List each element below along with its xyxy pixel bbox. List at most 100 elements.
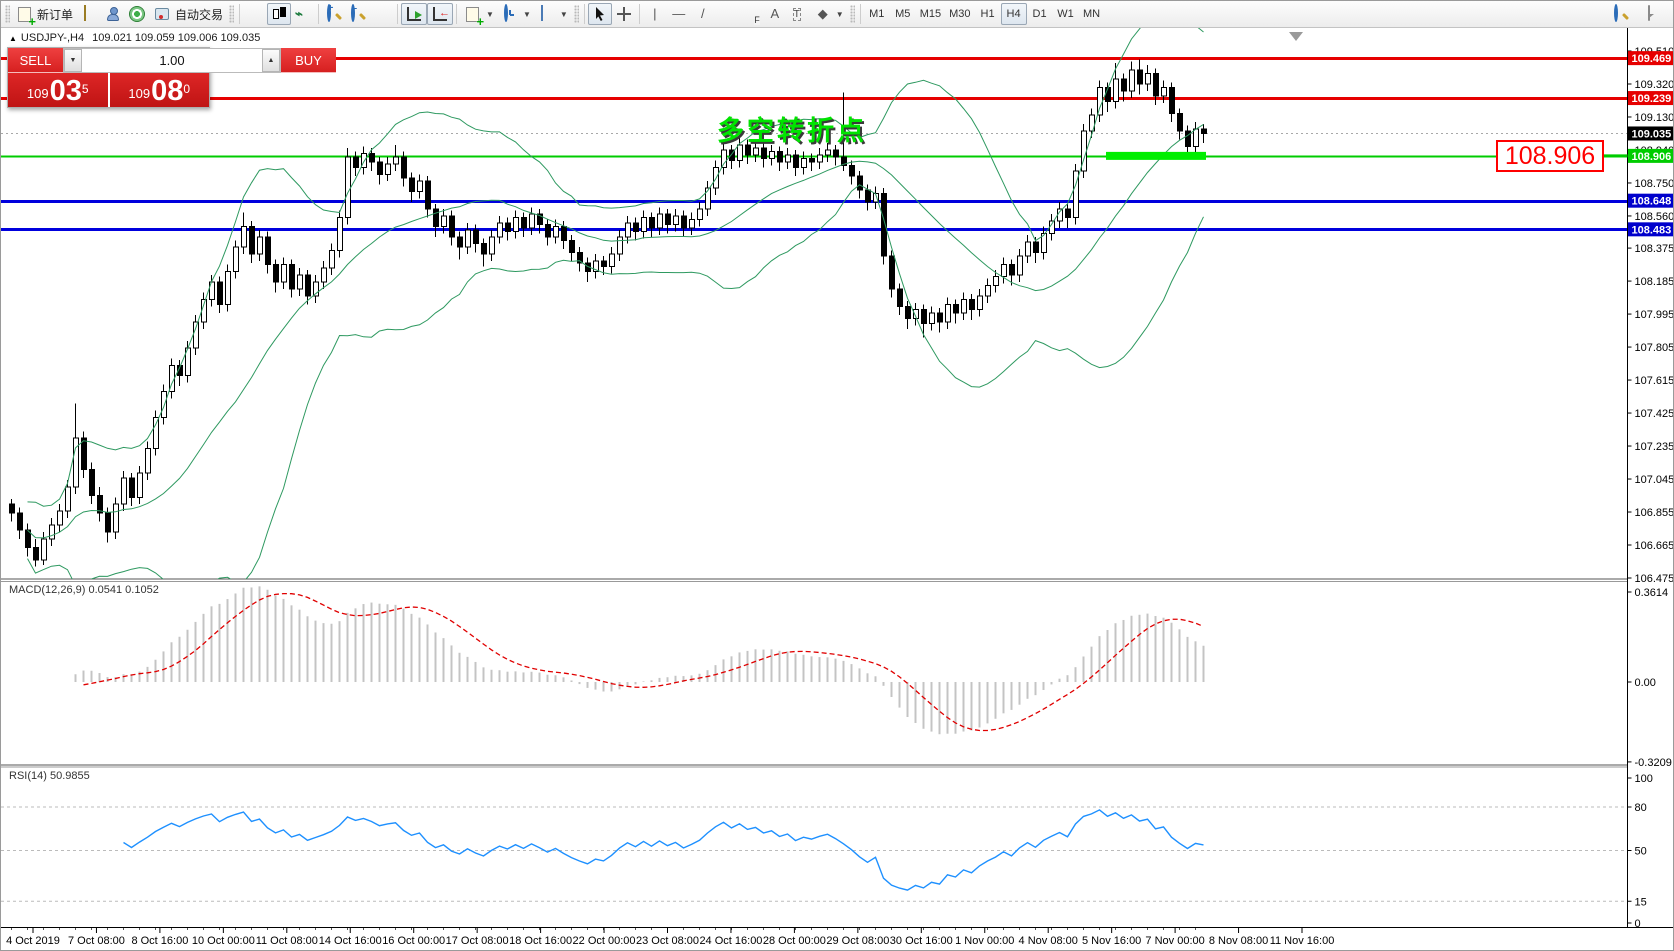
- price-callout-box[interactable]: 108.906: [1496, 140, 1604, 172]
- timeframe-button-m15[interactable]: M15: [916, 3, 945, 25]
- text-button[interactable]: A: [763, 3, 787, 25]
- sell-price-button[interactable]: 109 03 5: [8, 73, 108, 107]
- sell-price-sup: 5: [81, 82, 89, 96]
- time-tick-label: 7 Oct 08:00: [68, 935, 125, 947]
- profile-icon: [105, 6, 121, 22]
- sell-price-big: 03: [49, 75, 82, 107]
- chart-canvas[interactable]: 109.510109.320109.130108.940108.750108.5…: [1, 28, 1674, 951]
- bb-middle: [27, 123, 1204, 539]
- macd-tick-label: 0.00: [1635, 677, 1656, 689]
- sell-button[interactable]: SELL: [8, 48, 63, 73]
- text-label-button[interactable]: T: [787, 3, 811, 25]
- chat-button[interactable]: [1643, 3, 1667, 25]
- rsi-tick-label: 50: [1635, 846, 1647, 858]
- channel-button[interactable]: [715, 3, 739, 25]
- volume-increase-button[interactable]: ▲: [262, 49, 280, 72]
- timeframe-button-d1[interactable]: D1: [1027, 3, 1053, 25]
- candles: [9, 59, 1207, 567]
- macd-axis: 0.3614 0.00 -0.3209: [1627, 587, 1672, 769]
- timeframe-button-h1[interactable]: H1: [975, 3, 1001, 25]
- arrows-button[interactable]: ◆ ▼: [811, 3, 848, 25]
- collapse-arrow-icon[interactable]: ▲: [9, 34, 17, 43]
- rsi-line: [123, 809, 1204, 891]
- timeframe-label: M1: [869, 8, 885, 20]
- separator: [456, 4, 458, 24]
- buy-button[interactable]: BUY: [281, 48, 336, 73]
- crosshair-button[interactable]: [612, 3, 636, 25]
- profiles-button[interactable]: [101, 3, 125, 25]
- auto-trading-button[interactable]: 自动交易: [149, 3, 227, 25]
- timeframe-button-m5[interactable]: M5: [890, 3, 916, 25]
- line-chart-icon: ⌁: [295, 6, 303, 21]
- zoom-in-button[interactable]: [322, 3, 346, 25]
- pivot-highlight-segment[interactable]: [1106, 151, 1206, 160]
- buy-price-button[interactable]: 109 08 0: [109, 73, 209, 107]
- sell-price-prefix: 109: [26, 86, 49, 101]
- rsi-pane: [1, 806, 1627, 902]
- price-tick-label: 108.375: [1635, 243, 1674, 255]
- price-badge-resistance-2: [1628, 91, 1673, 106]
- metaeditor-button[interactable]: [77, 3, 101, 25]
- separator: [318, 4, 320, 24]
- cursor-icon: [595, 7, 604, 21]
- time-tick-label: 17 Oct 08:00: [446, 935, 509, 947]
- time-tick-label: 5 Nov 16:00: [1082, 935, 1141, 947]
- timeframe-button-mn[interactable]: MN: [1079, 3, 1105, 25]
- toolbar-grip[interactable]: [849, 5, 855, 23]
- chat-icon: [1648, 5, 1650, 21]
- text-label-icon: T: [792, 8, 801, 21]
- time-tick-label: 4 Nov 08:00: [1019, 935, 1078, 947]
- volume-input[interactable]: [82, 49, 262, 72]
- buy-price-big: 08: [151, 75, 184, 107]
- indicators-button[interactable]: ▼: [460, 3, 498, 27]
- trendline-icon: /: [700, 6, 705, 21]
- toolbar-grip[interactable]: [573, 5, 579, 23]
- rsi-axis: 100 80 50 15 0: [1627, 773, 1653, 930]
- timeframe-button-m30[interactable]: M30: [945, 3, 974, 25]
- toolbar-grip[interactable]: [229, 5, 235, 23]
- timeframe-button-w1[interactable]: W1: [1053, 3, 1079, 25]
- new-order-button[interactable]: 新订单: [12, 3, 77, 27]
- new-order-label: 新订单: [37, 7, 74, 22]
- tile-windows-button[interactable]: [370, 3, 394, 25]
- time-tick-label: 10 Oct 00:00: [192, 935, 255, 947]
- macd-tick-label: 0.3614: [1635, 587, 1669, 599]
- chart-annotation-text[interactable]: 多空转折点: [717, 116, 867, 146]
- timeframe-label: M15: [919, 8, 942, 20]
- chart-shift-button[interactable]: [427, 3, 454, 25]
- vertical-line-button[interactable]: |: [643, 3, 667, 25]
- fibonacci-button[interactable]: [739, 3, 763, 25]
- price-tick-label: 106.665: [1635, 540, 1674, 552]
- time-tick-label: 29 Oct 08:00: [826, 935, 889, 947]
- template-icon: [540, 5, 543, 21]
- templates-button[interactable]: ▼: [535, 3, 572, 25]
- macd-tick-label: -0.3209: [1635, 757, 1672, 769]
- search-button[interactable]: [1609, 3, 1633, 25]
- periods-button[interactable]: ▼: [498, 3, 535, 25]
- signal-button[interactable]: [125, 3, 149, 25]
- auto-scroll-button[interactable]: [401, 3, 428, 25]
- new-order-icon: [18, 6, 36, 27]
- chevron-down-icon: ▼: [559, 9, 568, 19]
- candlestick-chart-button[interactable]: [267, 3, 292, 25]
- bb-lower: [27, 184, 1204, 579]
- zoom-out-icon: [351, 4, 356, 22]
- zoom-out-button[interactable]: [346, 3, 370, 25]
- timeframe-button-m1[interactable]: M1: [864, 3, 890, 25]
- trendline-button[interactable]: /: [691, 3, 715, 25]
- timeframe-button-h4[interactable]: H4: [1000, 3, 1027, 25]
- bar-chart-button[interactable]: [243, 3, 267, 25]
- horizontal-line-button[interactable]: —: [667, 3, 691, 25]
- arrows-icon: ◆: [817, 6, 828, 21]
- time-tick-label: 16 Oct 00:00: [382, 935, 445, 947]
- toolbar-grip[interactable]: [5, 5, 10, 23]
- volume-decrease-button[interactable]: ▼: [64, 49, 82, 72]
- chart-shift-marker[interactable]: [1289, 32, 1303, 41]
- chevron-down-icon: ▼: [522, 9, 531, 19]
- auto-scroll-icon: [407, 7, 423, 21]
- time-axis: 4 Oct 2019 7 Oct 08:00 8 Oct 16:00 10 Oct 0…: [6, 928, 1334, 947]
- time-tick-label: 8 Nov 08:00: [1209, 935, 1268, 947]
- time-tick-label: 7 Nov 00:00: [1145, 935, 1204, 947]
- cursor-button[interactable]: [587, 3, 612, 25]
- line-chart-button[interactable]: ⌁: [291, 3, 315, 25]
